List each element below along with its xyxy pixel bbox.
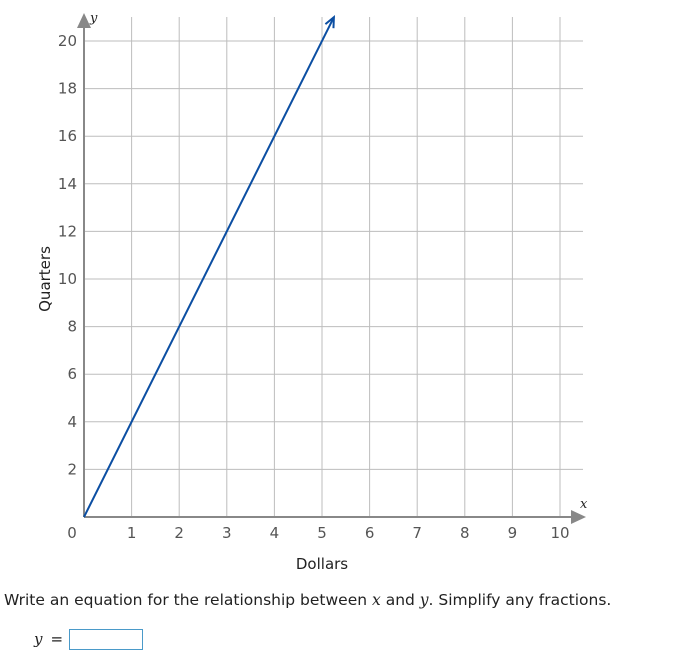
x-tick-label: 4 xyxy=(270,524,280,542)
x-tick-label: 7 xyxy=(412,524,422,542)
axes xyxy=(77,13,586,524)
y-tick-labels: 2 4 6 8 10 12 14 16 18 20 xyxy=(58,32,77,478)
y-tick-label: 18 xyxy=(58,80,77,98)
question-var-y: y xyxy=(419,591,429,609)
y-axis-variable: y xyxy=(89,11,98,26)
equals-sign: = xyxy=(50,630,64,648)
y-tick-label: 6 xyxy=(67,365,77,383)
series-line xyxy=(83,16,335,518)
y-tick-label: 14 xyxy=(58,175,77,193)
x-tick-labels: 0 1 2 3 4 5 6 7 8 9 10 xyxy=(67,524,569,542)
x-tick-label: 3 xyxy=(222,524,232,542)
answer-variable: y xyxy=(34,630,43,648)
y-tick-label: 4 xyxy=(67,413,77,431)
y-tick-label: 8 xyxy=(67,318,77,336)
question-var-x: x xyxy=(372,591,381,609)
x-tick-label: 5 xyxy=(317,524,327,542)
question-text: Write an equation for the relationship b… xyxy=(4,591,611,609)
y-tick-label: 10 xyxy=(58,270,77,288)
y-tick-label: 2 xyxy=(67,460,77,478)
x-tick-label: 2 xyxy=(174,524,184,542)
answer-row: y = xyxy=(34,627,144,651)
series-arrowhead xyxy=(324,15,335,29)
grid xyxy=(84,17,583,517)
x-tick-label: 10 xyxy=(550,524,569,542)
x-axis-title: Dollars xyxy=(296,555,348,573)
y-tick-label: 20 xyxy=(58,32,77,50)
x-axis-arrow-icon xyxy=(571,510,586,524)
question-part-2: and xyxy=(380,591,420,609)
y-tick-label: 12 xyxy=(58,222,77,240)
question-part-1: Write an equation for the relationship b… xyxy=(4,591,373,609)
x-axis-variable: x xyxy=(580,497,588,512)
x-tick-label: 1 xyxy=(127,524,137,542)
y-axis-arrow-icon xyxy=(77,13,91,28)
x-tick-label: 0 xyxy=(67,524,77,542)
x-tick-label: 6 xyxy=(365,524,375,542)
question-part-3: . Simplify any fractions. xyxy=(428,591,612,609)
x-tick-label: 8 xyxy=(460,524,470,542)
x-tick-label: 9 xyxy=(508,524,518,542)
y-tick-label: 16 xyxy=(58,127,77,145)
series-layer xyxy=(83,15,335,518)
answer-input[interactable] xyxy=(69,628,144,650)
y-axis-title: Quarters xyxy=(36,246,54,312)
